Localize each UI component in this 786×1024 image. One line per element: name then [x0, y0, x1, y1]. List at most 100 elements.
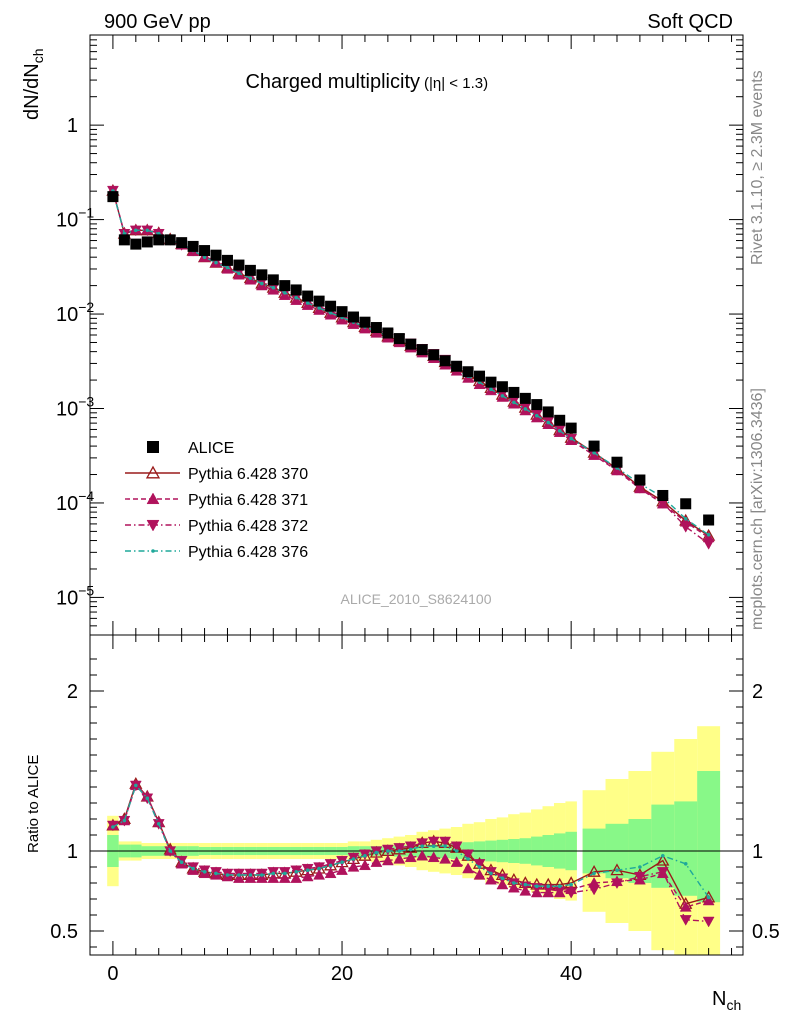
data-point-mc [454, 849, 459, 853]
data-point-mc [404, 851, 417, 863]
data-point-alice [256, 269, 268, 281]
data-point-mc [381, 854, 394, 866]
data-point-mc [443, 844, 447, 848]
data-point-alice [141, 236, 153, 248]
data-point-mc [569, 436, 573, 441]
data-point-alice [176, 237, 188, 249]
data-point-mc [290, 872, 303, 883]
data-point-mc [347, 860, 360, 872]
data-point-mc [473, 868, 486, 880]
data-point-alice [107, 191, 119, 203]
legend-item: Pythia 6.428 370 [125, 465, 308, 483]
data-point-mc [519, 881, 532, 893]
legend-item: ALICE [147, 440, 234, 457]
data-point-mc [122, 818, 127, 823]
data-point-mc [237, 873, 241, 877]
data-point-mc [485, 873, 497, 885]
data-point-mc [340, 860, 344, 864]
data-point-mc [702, 916, 715, 928]
data-point-mc [656, 867, 669, 878]
data-point-alice [474, 370, 486, 382]
data-point-mc [408, 847, 413, 852]
data-point-alice [267, 274, 279, 286]
ratio-y-tick-label-right: 1 [752, 841, 763, 863]
data-point-mc [225, 873, 230, 877]
band-inner-bin [697, 771, 721, 903]
y-tick-base: 10 [56, 304, 78, 326]
data-point-mc [225, 265, 230, 270]
legend-marker [146, 492, 160, 505]
data-point-mc [534, 413, 539, 418]
data-point-alice [221, 254, 233, 266]
data-point-alice [325, 300, 337, 312]
series-line [112, 190, 710, 537]
data-point-mc [404, 841, 417, 853]
data-point-mc [317, 306, 321, 310]
data-point-mc [462, 862, 474, 874]
series-line [112, 190, 710, 539]
data-point-alice [416, 344, 428, 356]
data-point-alice [554, 414, 566, 426]
data-point-alice [588, 440, 600, 452]
xlabel-sub: ch [726, 997, 741, 1013]
data-point-mc [702, 539, 715, 550]
y-tick-label: 10−5 [56, 582, 94, 609]
header-left: 900 GeV pp [104, 11, 211, 33]
data-point-mc [359, 859, 371, 871]
legend-marker [146, 519, 160, 532]
y-tick-label: 10−1 [56, 205, 94, 232]
data-point-mc [702, 894, 715, 906]
data-point-alice [439, 355, 451, 367]
data-point-mc [145, 228, 150, 233]
ratio-frame [89, 634, 744, 956]
ratio-series [106, 776, 716, 928]
data-point-mc [351, 857, 356, 861]
data-point-mc [512, 400, 516, 405]
data-point-mc [260, 281, 264, 286]
data-point-alice [565, 422, 577, 434]
data-point-mc [397, 849, 402, 853]
data-point-mc [191, 866, 195, 871]
legend-marker [147, 441, 159, 453]
y-tick-label: 1 [67, 115, 78, 137]
legend: ALICE Pythia 6.428 370 Pythia 6.428 371 Pyt… [125, 440, 308, 561]
data-point-alice [485, 376, 497, 388]
data-point-mc [679, 900, 692, 912]
main-panel: 10−510−410−310−210−11 Charged multiplici… [21, 34, 744, 636]
main-title-suffix: (|η| < 1.3) [424, 75, 488, 92]
ylabel-text: dN/dN [21, 63, 43, 120]
data-point-mc [416, 838, 429, 850]
series-line [112, 190, 710, 545]
data-point-alice [405, 338, 417, 350]
y-tick-base: 10 [56, 493, 78, 515]
data-point-mc [260, 873, 264, 877]
data-point-mc [386, 849, 390, 853]
data-point-mc [134, 783, 138, 788]
data-point-alice [347, 311, 359, 323]
xlabel-text: N [712, 988, 726, 1010]
data-point-mc [156, 822, 161, 826]
data-point-mc [633, 871, 646, 883]
data-point-mc [336, 864, 348, 875]
y-tick-base: 10 [56, 587, 78, 609]
data-point-mc [363, 854, 367, 858]
y-tick-label: 10−3 [56, 394, 94, 421]
data-point-alice [336, 306, 348, 318]
data-point-mc [111, 825, 115, 829]
data-point-alice [531, 399, 543, 411]
data-point-mc [588, 884, 600, 896]
data-point-alice [302, 290, 314, 302]
x-tick-label: 20 [331, 963, 353, 985]
data-point-alice [611, 456, 623, 468]
rivet-label: Rivet 3.1.10, ≥ 2.3M events [749, 70, 766, 265]
data-point-mc [462, 849, 474, 861]
data-point-mc [706, 895, 711, 900]
data-point-mc [271, 285, 276, 290]
y-tick-exp: −5 [78, 582, 94, 598]
data-point-mc [248, 276, 253, 280]
data-point-alice [199, 245, 211, 257]
data-point-mc [638, 865, 642, 869]
data-point-mc [328, 863, 333, 868]
y-tick-exp: −4 [78, 488, 94, 504]
